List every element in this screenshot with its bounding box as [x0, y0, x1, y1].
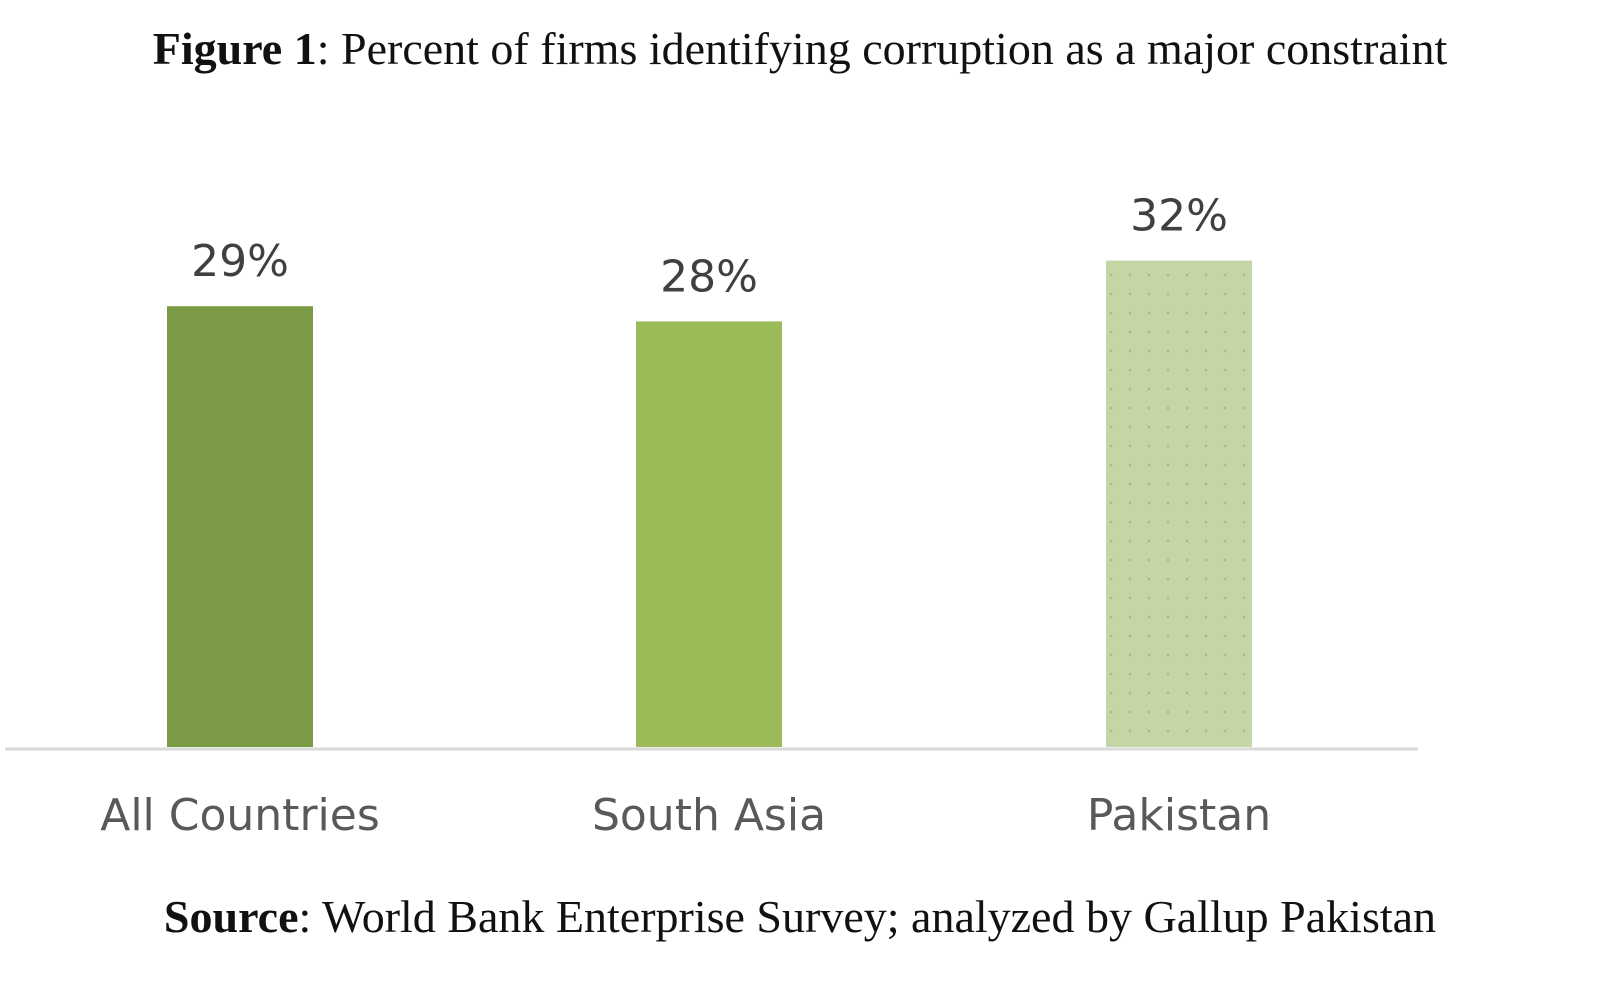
bar-group — [167, 260, 1252, 747]
bar-south-asia — [636, 321, 782, 747]
bar-pattern-overlay — [1106, 260, 1252, 747]
source-line: Source: World Bank Enterprise Survey; an… — [0, 890, 1600, 943]
bar-value-label: 32% — [1130, 191, 1228, 242]
figure-title-text: : Percent of firms identifying corruptio… — [316, 23, 1448, 74]
bar-value-label: 29% — [191, 236, 289, 287]
figure-title: Figure 1: Percent of firms identifying c… — [0, 22, 1600, 75]
label-group: 29% All Countries 28% South Asia 32% Pakistan — [100, 191, 1271, 841]
figure-title-label: Figure 1 — [152, 23, 317, 74]
source-label: Source — [163, 891, 299, 942]
source-text: : World Bank Enterprise Survey; analyzed… — [298, 891, 1437, 942]
category-label: All Countries — [100, 790, 380, 841]
bar-value-label: 28% — [660, 251, 758, 302]
category-label: South Asia — [592, 790, 826, 841]
bar-all-countries — [167, 306, 313, 747]
category-label: Pakistan — [1087, 790, 1271, 841]
